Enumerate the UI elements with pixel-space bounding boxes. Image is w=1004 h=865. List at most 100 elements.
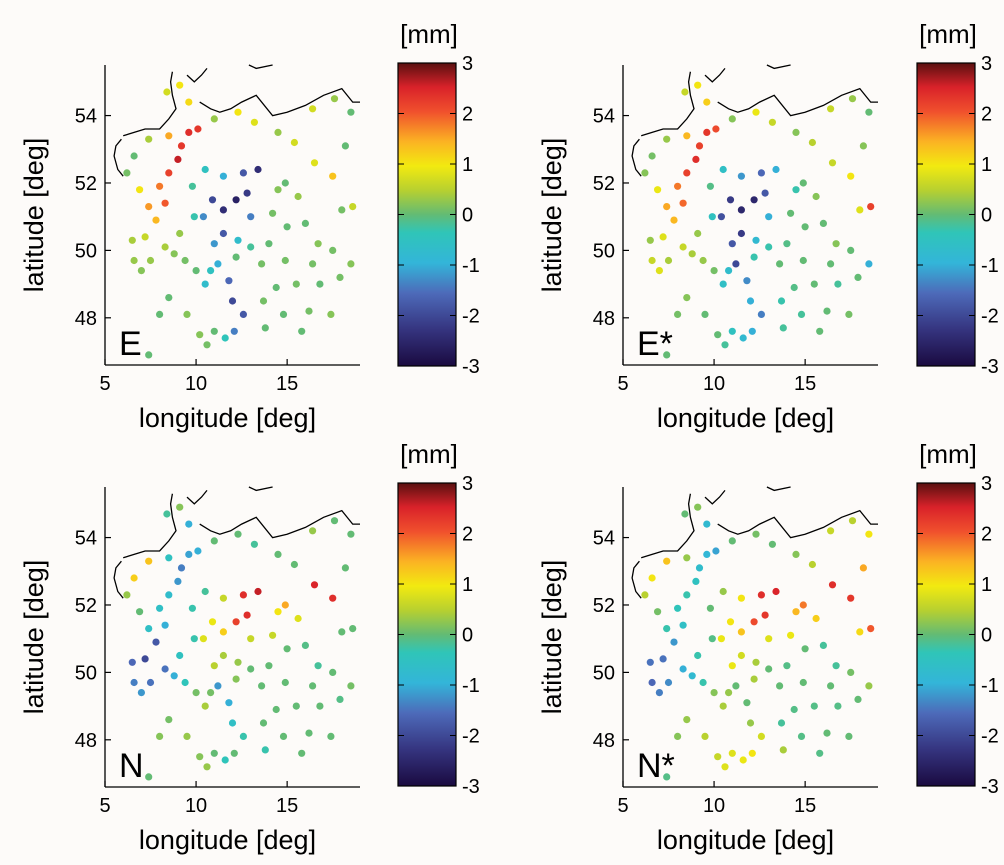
station-point <box>695 564 704 572</box>
station-point <box>692 155 700 163</box>
station-point <box>801 645 809 653</box>
station-point <box>674 310 682 318</box>
station-point <box>646 658 654 666</box>
x-tick-label: 10 <box>185 373 207 395</box>
station-point <box>659 655 667 663</box>
station-point <box>654 186 662 194</box>
station-point <box>725 267 733 275</box>
colorbar-tick-label: 3 <box>981 53 992 75</box>
station-point <box>294 192 302 201</box>
station-points <box>641 81 875 359</box>
station-point <box>792 128 800 136</box>
station-point <box>247 213 255 221</box>
station-point <box>717 635 726 643</box>
station-point <box>130 152 138 160</box>
coastline-segment <box>766 64 791 70</box>
station-point <box>123 591 131 599</box>
station-point <box>703 520 711 528</box>
station-point <box>281 256 289 265</box>
station-point <box>726 618 735 626</box>
station-point <box>136 186 144 194</box>
station-point <box>201 587 209 596</box>
station-point <box>777 297 786 305</box>
station-point <box>161 621 169 629</box>
station-point <box>156 310 164 318</box>
station-point <box>670 216 678 224</box>
colorbar-tick-label: 0 <box>462 205 473 227</box>
station-point <box>247 243 255 251</box>
station-point <box>779 324 787 332</box>
station-point <box>208 618 217 626</box>
x-ticks: 5 10 15 <box>99 359 298 395</box>
station-point <box>225 699 233 707</box>
station-point <box>703 550 711 559</box>
station-point <box>234 658 242 666</box>
station-point <box>772 587 780 596</box>
station-point <box>190 213 198 221</box>
station-point <box>309 682 317 690</box>
station-point <box>816 749 824 757</box>
station-point <box>152 216 160 224</box>
station-point <box>156 732 164 741</box>
station-point <box>787 209 795 217</box>
y-tick-label: 54 <box>593 106 615 128</box>
station-point <box>145 557 153 565</box>
station-point <box>210 240 218 248</box>
station-point <box>254 165 262 174</box>
station-point <box>783 240 791 248</box>
station-points <box>123 503 357 781</box>
station-point <box>737 172 746 180</box>
station-point <box>176 503 184 511</box>
y-tick-label: 52 <box>75 595 97 617</box>
station-point <box>663 773 671 781</box>
station-point <box>330 517 339 525</box>
coastline <box>631 486 878 599</box>
station-point <box>203 763 211 771</box>
station-point <box>746 297 755 305</box>
station-point <box>196 753 204 761</box>
station-point <box>748 749 756 757</box>
station-point <box>254 587 262 596</box>
colorbar-tick-label: 2 <box>462 524 473 546</box>
station-point <box>327 310 335 318</box>
station-point <box>309 260 317 268</box>
station-point <box>816 327 824 335</box>
station-point <box>732 682 740 690</box>
station-point <box>188 182 196 190</box>
station-point <box>663 557 671 565</box>
station-point <box>145 203 153 211</box>
station-point <box>194 125 202 133</box>
station-point <box>281 179 289 187</box>
station-point <box>250 540 258 548</box>
station-point <box>664 256 673 265</box>
station-point <box>165 132 173 140</box>
station-point <box>688 250 696 258</box>
station-point <box>732 260 740 268</box>
station-point <box>258 682 266 690</box>
station-point <box>737 594 746 602</box>
station-point <box>330 95 339 103</box>
x-tick-label: 15 <box>794 373 816 395</box>
y-ticks: 48 50 52 54 <box>75 106 111 330</box>
station-point <box>694 651 702 660</box>
station-point <box>183 310 191 318</box>
station-point <box>145 135 153 143</box>
station-point <box>163 510 171 518</box>
coastline-segment <box>248 64 273 70</box>
station-point <box>292 280 300 288</box>
station-point <box>199 213 207 221</box>
station-point <box>765 213 773 221</box>
station-point <box>867 625 875 633</box>
station-point <box>341 564 349 572</box>
x-tick-label: 15 <box>276 795 298 817</box>
station-point <box>710 267 718 275</box>
station-point <box>790 705 798 714</box>
station-point <box>679 199 687 207</box>
station-point <box>819 641 828 650</box>
station-point <box>692 577 700 586</box>
station-point <box>683 132 691 140</box>
colorbar-tick-label: 3 <box>462 53 473 75</box>
colorbar-gradient <box>397 62 457 367</box>
colorbar-tick-label: -3 <box>462 776 480 798</box>
